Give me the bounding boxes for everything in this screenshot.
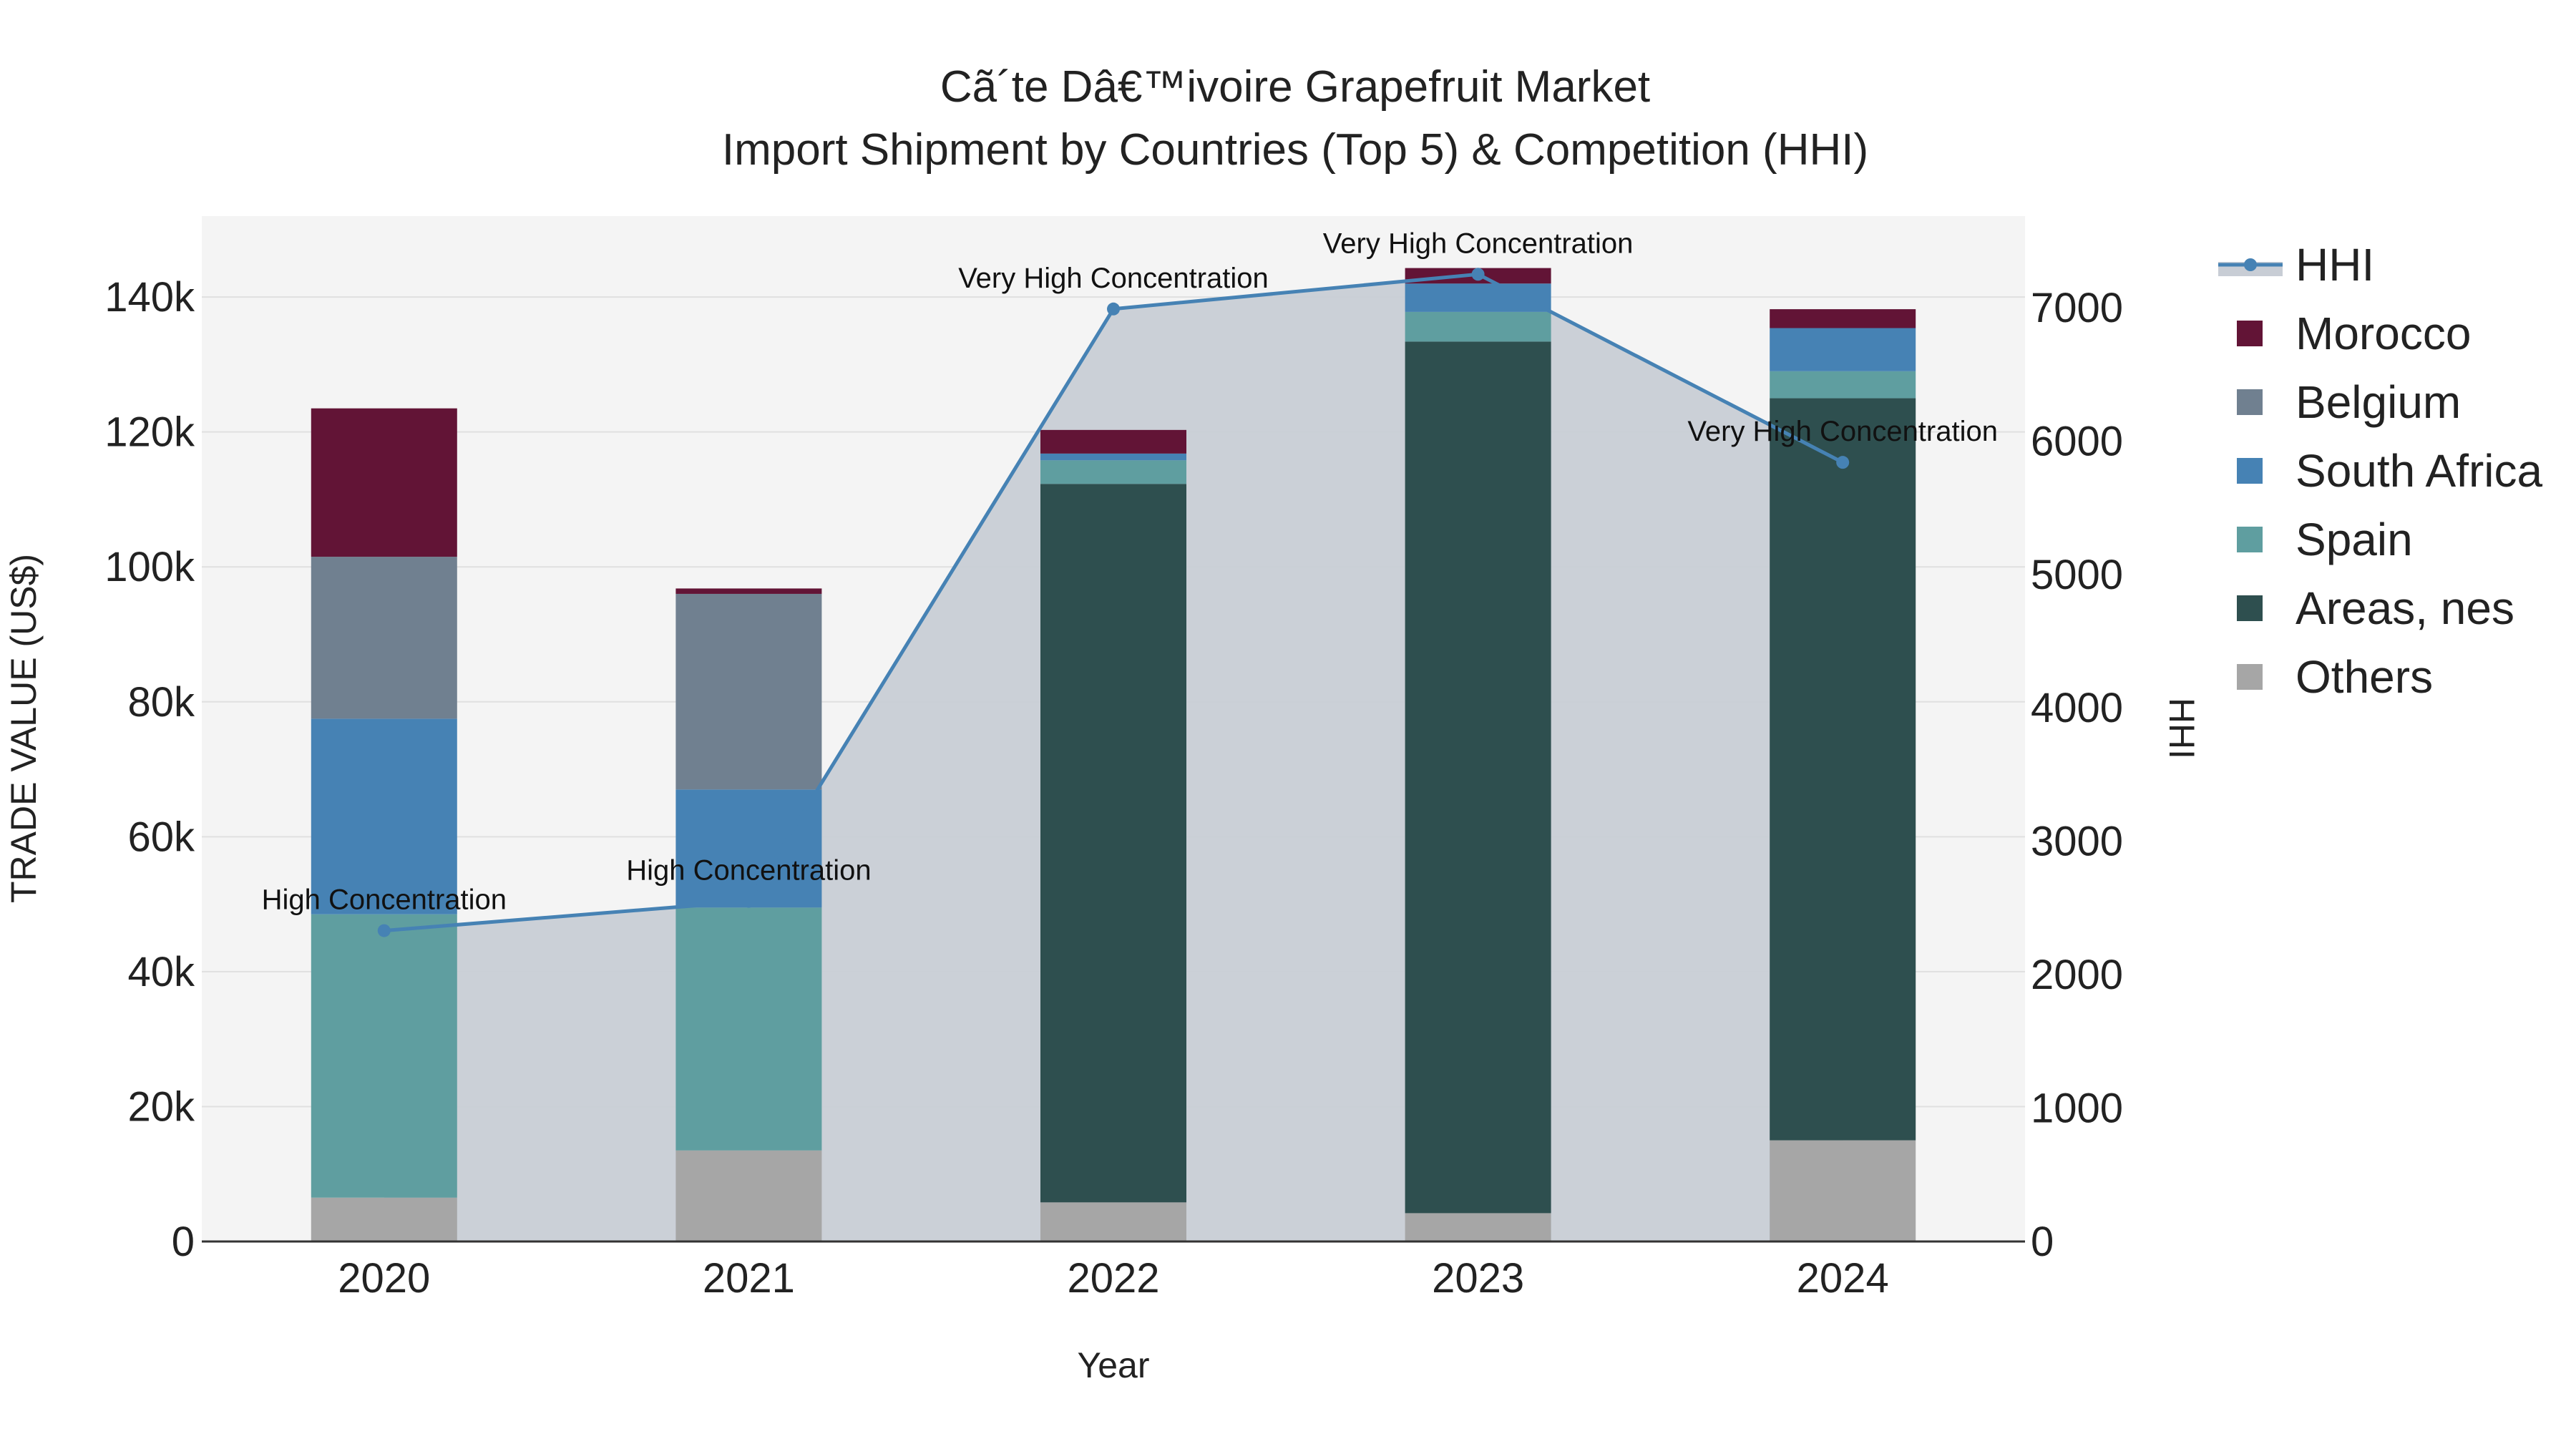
bar-spain-2023 bbox=[1405, 311, 1551, 342]
legend-swatch-south-africa bbox=[2237, 458, 2263, 484]
y-tick-label: 60k bbox=[127, 814, 195, 860]
y-tick-label: 20k bbox=[127, 1083, 195, 1130]
bar-south-africa-2024 bbox=[1770, 328, 1916, 371]
y2-tick-label: 1000 bbox=[2031, 1085, 2123, 1132]
bar-south-africa-2023 bbox=[1405, 283, 1551, 312]
bar-areas-nes-2024 bbox=[1770, 398, 1916, 1141]
x-tick-label: 2023 bbox=[1432, 1255, 1524, 1302]
legend-hhi-marker bbox=[2244, 258, 2257, 271]
bar-others-2020 bbox=[311, 1197, 457, 1241]
legend-swatch-areas-nes bbox=[2237, 595, 2263, 621]
legend-label: Areas, nes bbox=[2296, 582, 2514, 634]
bar-spain-2022 bbox=[1040, 460, 1186, 484]
x-tick-label: 2020 bbox=[338, 1255, 430, 1302]
x-axis-ticks: 2020 2021 2022 2023 2024 bbox=[338, 1255, 1888, 1302]
y2-tick-label: 2000 bbox=[2031, 952, 2123, 998]
bar-areas-nes-2022 bbox=[1040, 484, 1186, 1203]
hhi-annotation: High Concentration bbox=[626, 855, 871, 887]
y2-tick-label: 5000 bbox=[2031, 552, 2123, 598]
bar-morocco-2020 bbox=[311, 408, 457, 557]
y-tick-label: 0 bbox=[172, 1219, 195, 1265]
bar-others-2023 bbox=[1405, 1213, 1551, 1241]
y-tick-label: 80k bbox=[127, 679, 195, 726]
legend-label: HHI bbox=[2296, 239, 2374, 291]
y2-tick-label: 6000 bbox=[2031, 418, 2123, 464]
bar-south-africa-2020 bbox=[311, 718, 457, 914]
hhi-annotation: Very High Concentration bbox=[958, 263, 1269, 294]
legend-label: Spain bbox=[2296, 514, 2413, 565]
x-tick-label: 2021 bbox=[703, 1255, 795, 1302]
bar-morocco-2021 bbox=[675, 588, 822, 594]
bar-spain-2024 bbox=[1770, 371, 1916, 399]
y2-axis-label: HHI bbox=[2162, 698, 2202, 759]
hhi-line bbox=[377, 268, 1850, 937]
x-tick-label: 2024 bbox=[1797, 1255, 1889, 1302]
bar-others-2021 bbox=[675, 1150, 822, 1241]
y-tick-label: 140k bbox=[104, 274, 195, 321]
hhi-point bbox=[377, 924, 391, 937]
bar-others-2024 bbox=[1770, 1140, 1916, 1241]
legend-swatch-belgium bbox=[2237, 389, 2263, 415]
y-axis-ticks: 0 20k 40k 60k 80k 100k 120k 140k bbox=[104, 274, 195, 1265]
bar-spain-2020 bbox=[311, 914, 457, 1198]
legend-label: Morocco bbox=[2296, 308, 2471, 359]
y2-axis-ticks: 0 1000 2000 3000 4000 5000 6000 7000 bbox=[2031, 285, 2123, 1265]
bar-belgium-2021 bbox=[675, 593, 822, 790]
y2-tick-label: 7000 bbox=[2031, 285, 2123, 331]
legend: HHI Morocco Belgium South Africa Spain Areas,… bbox=[2218, 239, 2543, 703]
hhi-annotation: Very High Concentration bbox=[1687, 416, 1998, 447]
bar-areas-nes-2023 bbox=[1405, 341, 1551, 1214]
bar-others-2022 bbox=[1040, 1202, 1186, 1241]
chart-title: Cã´te Dâ€™ivoire Grapefruit Market bbox=[940, 62, 1650, 112]
bars bbox=[311, 268, 1916, 1241]
chart-subtitle: Import Shipment by Countries (Top 5) & C… bbox=[722, 125, 1868, 175]
hhi-point bbox=[1471, 268, 1485, 281]
bar-morocco-2022 bbox=[1040, 429, 1186, 454]
hhi-point bbox=[1836, 456, 1850, 469]
y2-tick-label: 3000 bbox=[2031, 819, 2123, 865]
y-axis-label: TRADE VALUE (US$) bbox=[4, 554, 44, 903]
legend-label: Belgium bbox=[2296, 376, 2461, 428]
legend-label: Others bbox=[2296, 651, 2433, 703]
hhi-point bbox=[1107, 302, 1120, 316]
bar-south-africa-2022 bbox=[1040, 453, 1186, 461]
x-tick-label: 2022 bbox=[1067, 1255, 1159, 1302]
y-tick-label: 120k bbox=[104, 409, 195, 456]
legend-swatch-others bbox=[2237, 664, 2263, 690]
bar-south-africa-2021 bbox=[675, 789, 822, 908]
hhi-annotation: High Concentration bbox=[262, 884, 507, 916]
bar-belgium-2020 bbox=[311, 557, 457, 719]
y2-tick-label: 4000 bbox=[2031, 685, 2123, 731]
bar-spain-2021 bbox=[675, 907, 822, 1151]
x-axis-label: Year bbox=[1077, 1345, 1149, 1385]
hhi-annotation: Very High Concentration bbox=[1323, 228, 1634, 259]
legend-swatch-morocco bbox=[2237, 321, 2263, 346]
legend-swatch-spain bbox=[2237, 527, 2263, 552]
bar-morocco-2024 bbox=[1770, 309, 1916, 328]
hhi-point bbox=[742, 894, 756, 908]
y2-tick-label: 0 bbox=[2031, 1219, 2054, 1265]
y-tick-label: 40k bbox=[127, 949, 195, 995]
y-tick-label: 100k bbox=[104, 544, 195, 590]
legend-label: South Africa bbox=[2296, 445, 2543, 497]
annotations: High Concentration High Concentration Very… bbox=[262, 228, 1998, 915]
